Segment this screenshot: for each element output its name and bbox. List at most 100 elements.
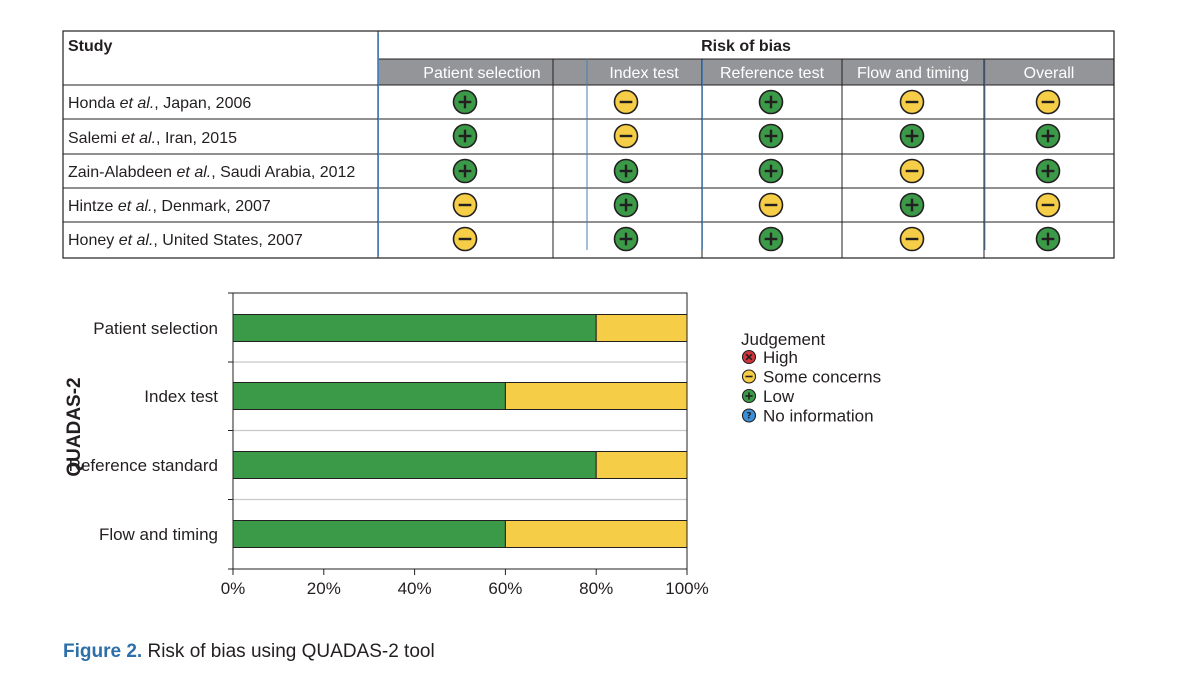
study-author: Honda: [68, 95, 115, 112]
study-details: , United States, 2007: [153, 232, 303, 249]
header-cell-reference-test: [702, 59, 842, 85]
judgement-symbol-low: [452, 123, 478, 149]
judgement-symbol-low: [613, 226, 639, 252]
study-details: , Denmark, 2007: [153, 198, 271, 215]
risk-of-bias-table: Study Risk of bias Patient selection Ind…: [62, 30, 1115, 259]
judgement-symbol-low: [899, 192, 925, 218]
summary-bar-chart: Patient selection Index test Reference sta…: [64, 292, 709, 598]
judgement-symbol-low: [613, 192, 639, 218]
judgement-symbol-low: [613, 158, 639, 184]
category-label: Flow and timing: [99, 525, 218, 544]
judgement-symbol-low: [758, 226, 784, 252]
bar-some-concerns: [504, 382, 688, 410]
judgement-symbol-some: [1035, 192, 1061, 218]
col-header-patient-selection: Patient selection: [423, 65, 540, 82]
judgement-symbol-some: [899, 158, 925, 184]
category-label: Patient selection: [93, 319, 218, 338]
judgement-symbol-low: [1035, 158, 1061, 184]
header-cell-overall: [984, 59, 1114, 85]
judgement-symbol-low: [758, 89, 784, 115]
header-cell-patient-selection: [378, 59, 553, 85]
legend-label: Low: [763, 387, 795, 406]
judgement-symbol-some: [899, 226, 925, 252]
legend-title: Judgement: [741, 330, 825, 349]
study-etal: et al.: [120, 95, 155, 112]
category-label: Reference standard: [69, 456, 218, 475]
judgement-symbol-low: [758, 123, 784, 149]
svg-text:?: ?: [746, 411, 751, 421]
x-tick-label: 60%: [488, 579, 522, 598]
bar-low: [232, 451, 597, 479]
y-axis-title: QUADAS-2: [64, 377, 85, 476]
judgement-symbol-some: [1035, 89, 1061, 115]
risk-of-bias-header: Risk of bias: [701, 38, 791, 55]
study-etal: et al.: [121, 130, 156, 147]
legend-some-icon: [741, 369, 757, 384]
bar-some-concerns: [595, 451, 688, 479]
judgement-symbol-some: [452, 226, 478, 252]
bar-low: [232, 314, 597, 342]
x-tick-label: 0%: [221, 579, 246, 598]
study-label: Salemi et al., Iran, 2015: [68, 130, 237, 147]
legend-noinfo-icon: ?: [741, 408, 757, 423]
judgement-symbol-low: [1035, 226, 1061, 252]
study-etal: et al.: [177, 164, 212, 181]
col-header-flow-timing: Flow and timing: [857, 65, 969, 82]
bar-some-concerns: [595, 314, 688, 342]
chart-bars: [232, 314, 688, 548]
legend-label: Some concerns: [763, 368, 881, 387]
study-author: Hintze: [68, 198, 113, 215]
study-header: Study: [68, 38, 113, 55]
x-tick-label: 20%: [307, 579, 341, 598]
caption-label: Figure 2.: [63, 641, 142, 662]
table-border: [62, 30, 1115, 259]
study-details: , Japan, 2006: [154, 95, 251, 112]
col-header-overall: Overall: [1024, 65, 1075, 82]
col-header-reference-test: Reference test: [720, 65, 825, 82]
header-cell-index-test: [553, 59, 702, 85]
study-details: , Iran, 2015: [156, 130, 237, 147]
study-etal: et al.: [118, 198, 153, 215]
legend-label: High: [763, 348, 798, 367]
chart-gridlines: [233, 361, 687, 501]
judgement-symbol-some: [613, 123, 639, 149]
chart-labels: Patient selection Index test Reference sta…: [69, 319, 709, 598]
judgement-symbol-some: [452, 192, 478, 218]
x-tick-label: 80%: [579, 579, 613, 598]
bar-some-concerns: [504, 520, 688, 548]
study-label: Zain-Alabdeen et al., Saudi Arabia, 2012: [68, 164, 355, 181]
study-author: Honey: [68, 232, 114, 249]
figure-caption: Figure 2. Risk of bias using QUADAS-2 to…: [63, 641, 435, 662]
study-author: Zain-Alabdeen: [68, 164, 172, 181]
category-label: Index test: [144, 387, 218, 406]
bar-low: [232, 520, 506, 548]
study-details: , Saudi Arabia, 2012: [211, 164, 355, 181]
study-label: Honda et al., Japan, 2006: [68, 95, 251, 112]
legend-label: No information: [763, 407, 874, 426]
legend-high-icon: [741, 349, 757, 365]
legend-noinfo-icon-circle: [741, 408, 757, 423]
judgement-symbol-low: [452, 158, 478, 184]
study-label: Honey et al., United States, 2007: [68, 232, 303, 249]
judgement-symbol-some: [758, 192, 784, 218]
judgement-symbol-low: [758, 158, 784, 184]
study-etal: et al.: [119, 232, 154, 249]
x-tick-label: 40%: [398, 579, 432, 598]
legend-low-icon: [741, 388, 757, 404]
col-header-index-test: Index test: [609, 65, 679, 82]
study-author: Salemi: [68, 130, 117, 147]
caption-text: Risk of bias using QUADAS-2 tool: [142, 641, 435, 662]
chart-axes: [228, 292, 688, 575]
judgement-symbol-low: [899, 123, 925, 149]
x-tick-label: 100%: [665, 579, 708, 598]
study-label: Hintze et al., Denmark, 2007: [68, 198, 271, 215]
judgement-symbol-some: [613, 89, 639, 115]
judgement-symbol-low: [452, 89, 478, 115]
judgement-symbol-some: [899, 89, 925, 115]
judgement-symbol-low: [1035, 123, 1061, 149]
judgement-symbols: [452, 89, 1061, 252]
header-cell-flow-timing: [842, 59, 984, 85]
